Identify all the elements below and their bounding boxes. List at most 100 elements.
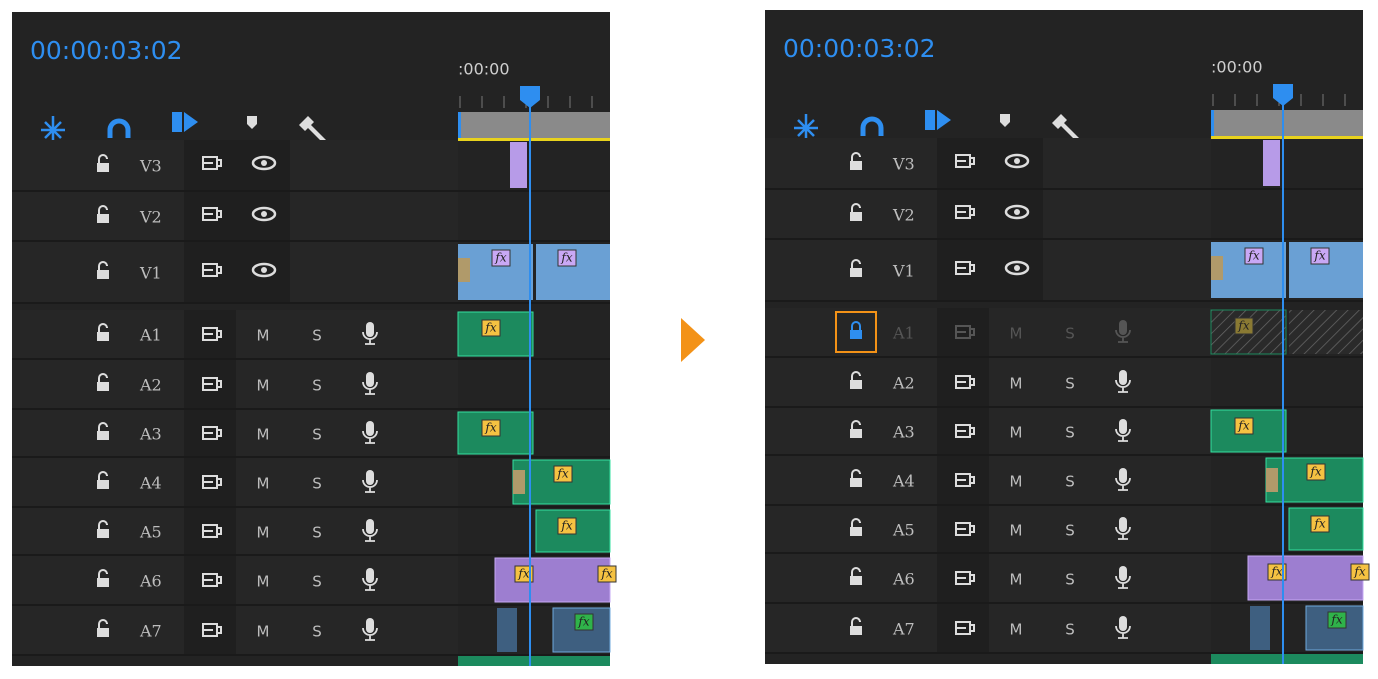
- mute-button[interactable]: M: [1010, 473, 1023, 491]
- track-output-icon[interactable]: [955, 205, 975, 219]
- mic-icon[interactable]: [366, 322, 374, 337]
- track-output-icon[interactable]: [955, 473, 975, 487]
- eye-icon[interactable]: [251, 262, 277, 278]
- settings-icon[interactable]: [1052, 114, 1080, 142]
- mic-icon[interactable]: [1119, 419, 1127, 434]
- timecode[interactable]: 00:00:03:02: [783, 34, 936, 63]
- mute-button[interactable]: M: [1010, 571, 1023, 589]
- snap-icon[interactable]: [41, 116, 65, 144]
- solo-button[interactable]: S: [1065, 571, 1075, 589]
- lock-icon[interactable]: [851, 203, 861, 212]
- lock-icon[interactable]: [98, 569, 108, 578]
- mute-button[interactable]: M: [1010, 522, 1023, 540]
- solo-button[interactable]: S: [1065, 325, 1075, 343]
- add-marker-icon[interactable]: [925, 110, 951, 130]
- solo-button[interactable]: S: [1065, 522, 1075, 540]
- solo-button[interactable]: S: [1065, 621, 1075, 639]
- snap-icon[interactable]: [794, 114, 818, 142]
- track-output-icon[interactable]: [202, 426, 222, 440]
- lock-icon[interactable]: [851, 617, 861, 626]
- solo-button[interactable]: S: [1065, 473, 1075, 491]
- mute-button[interactable]: M: [1010, 621, 1023, 639]
- mute-button[interactable]: M: [257, 377, 270, 395]
- track-output-icon[interactable]: [202, 573, 222, 587]
- mic-icon[interactable]: [1119, 566, 1127, 581]
- track-output-icon[interactable]: [955, 154, 975, 168]
- mute-button[interactable]: M: [257, 573, 270, 591]
- mute-button[interactable]: M: [1010, 375, 1023, 393]
- mic-icon[interactable]: [366, 421, 374, 436]
- track-output-icon[interactable]: [955, 621, 975, 635]
- track-output-icon[interactable]: [202, 524, 222, 538]
- mute-button[interactable]: M: [1010, 424, 1023, 442]
- lock-icon[interactable]: [851, 518, 861, 527]
- lock-icon[interactable]: [98, 422, 108, 431]
- eye-icon[interactable]: [1004, 153, 1030, 169]
- lock-icon[interactable]: [851, 371, 861, 380]
- lock-icon[interactable]: [98, 154, 108, 163]
- track-output-icon[interactable]: [955, 375, 975, 389]
- mute-button[interactable]: M: [257, 475, 270, 493]
- track-output-icon[interactable]: [202, 207, 222, 221]
- lock-icon[interactable]: [851, 321, 861, 330]
- track-output-icon[interactable]: [202, 156, 222, 170]
- lock-icon[interactable]: [851, 259, 861, 268]
- lock-icon[interactable]: [98, 261, 108, 270]
- mic-icon[interactable]: [1119, 616, 1127, 631]
- timecode[interactable]: 00:00:03:02: [30, 36, 183, 65]
- mic-icon[interactable]: [366, 519, 374, 534]
- track-output-icon[interactable]: [202, 377, 222, 391]
- playhead[interactable]: [1273, 84, 1293, 106]
- lock-icon[interactable]: [851, 152, 861, 161]
- linked-selection-icon[interactable]: [107, 118, 131, 138]
- mic-icon[interactable]: [1119, 517, 1127, 532]
- mic-icon[interactable]: [366, 568, 374, 583]
- settings-icon[interactable]: [299, 116, 327, 144]
- mute-button[interactable]: M: [257, 426, 270, 444]
- lock-icon[interactable]: [851, 567, 861, 576]
- mic-icon[interactable]: [1119, 370, 1127, 385]
- mic-icon[interactable]: [366, 372, 374, 387]
- lock-icon[interactable]: [98, 471, 108, 480]
- track-output-icon[interactable]: [955, 522, 975, 536]
- solo-button[interactable]: S: [312, 524, 322, 542]
- solo-button[interactable]: S: [312, 327, 322, 345]
- track-output-icon[interactable]: [202, 327, 222, 341]
- mic-icon[interactable]: [366, 470, 374, 485]
- solo-button[interactable]: S: [1065, 424, 1075, 442]
- solo-button[interactable]: S: [312, 573, 322, 591]
- lock-icon[interactable]: [851, 469, 861, 478]
- lock-icon[interactable]: [98, 205, 108, 214]
- track-output-icon[interactable]: [955, 261, 975, 275]
- marker-icon[interactable]: [247, 116, 257, 129]
- mic-icon[interactable]: [1119, 320, 1127, 335]
- mute-button[interactable]: M: [257, 524, 270, 542]
- add-marker-icon[interactable]: [172, 112, 198, 132]
- lock-icon[interactable]: [851, 420, 861, 429]
- mic-icon[interactable]: [1119, 468, 1127, 483]
- linked-selection-icon[interactable]: [860, 116, 884, 136]
- track-output-icon[interactable]: [202, 623, 222, 637]
- solo-button[interactable]: S: [312, 623, 322, 641]
- eye-icon[interactable]: [1004, 204, 1030, 220]
- mute-button[interactable]: M: [1010, 325, 1023, 343]
- mic-icon[interactable]: [366, 618, 374, 633]
- solo-button[interactable]: S: [312, 377, 322, 395]
- playhead[interactable]: [520, 86, 540, 108]
- mute-button[interactable]: M: [257, 327, 270, 345]
- solo-button[interactable]: S: [312, 426, 322, 444]
- solo-button[interactable]: S: [312, 475, 322, 493]
- track-output-icon[interactable]: [955, 325, 975, 339]
- lock-icon[interactable]: [98, 619, 108, 628]
- solo-button[interactable]: S: [1065, 375, 1075, 393]
- eye-icon[interactable]: [251, 206, 277, 222]
- marker-icon[interactable]: [1000, 114, 1010, 127]
- eye-icon[interactable]: [251, 155, 277, 171]
- track-output-icon[interactable]: [202, 475, 222, 489]
- track-output-icon[interactable]: [955, 571, 975, 585]
- lock-icon[interactable]: [98, 520, 108, 529]
- lock-icon[interactable]: [98, 373, 108, 382]
- eye-icon[interactable]: [1004, 260, 1030, 276]
- mute-button[interactable]: M: [257, 623, 270, 641]
- lock-icon[interactable]: [98, 323, 108, 332]
